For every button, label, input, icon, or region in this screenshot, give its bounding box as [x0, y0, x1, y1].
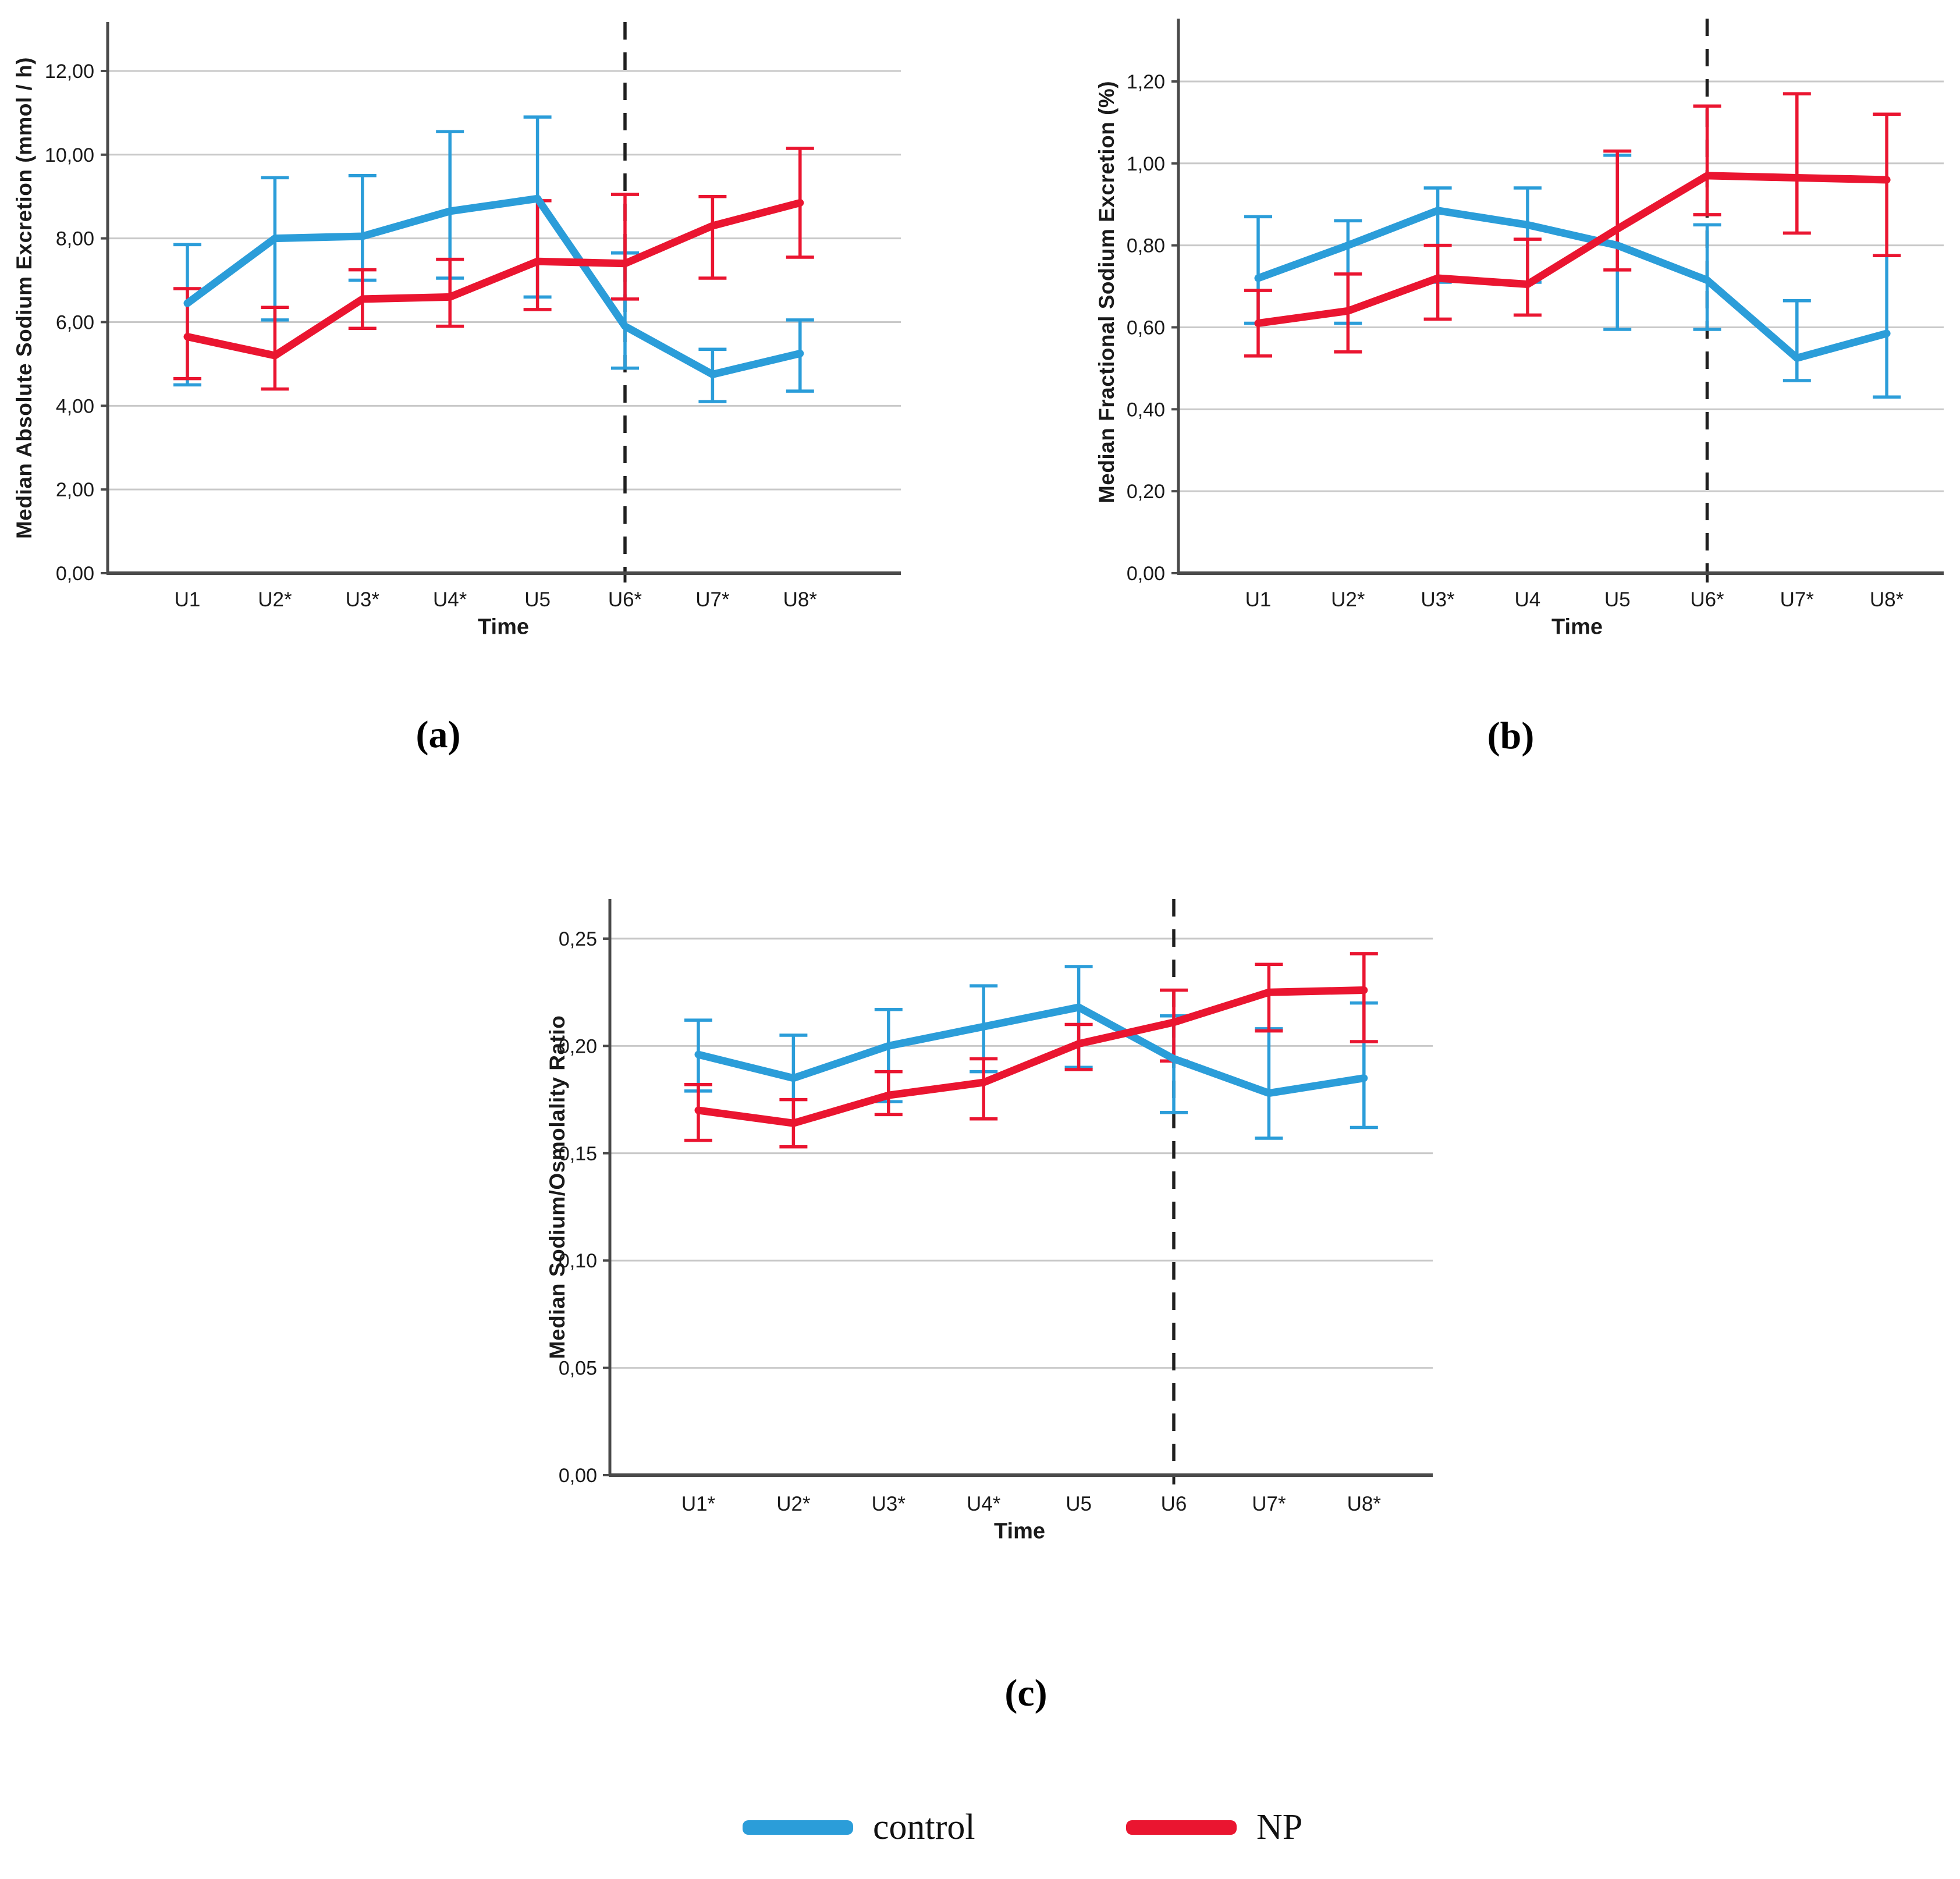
x-tick-label: U5	[524, 588, 551, 611]
y-tick-label: 0,10	[559, 1250, 597, 1272]
y-axis-title-c: Median Sodium/Osmolality Ratio	[545, 1015, 569, 1359]
y-tick-label: 1,20	[1127, 71, 1165, 93]
legend-item-np: NP	[1126, 1804, 1302, 1850]
x-tick-label: U2*	[776, 1493, 811, 1515]
x-tick-label: U3*	[346, 588, 380, 611]
y-tick-label: 0,15	[559, 1143, 597, 1165]
y-tick-label: 1,00	[1127, 153, 1165, 175]
y-axis-title-a: Median Absolute Sodium Excretion (mmol /…	[12, 56, 36, 539]
panel-label-c: (c)	[1004, 1672, 1048, 1714]
panel-label-b: (b)	[1487, 715, 1535, 757]
control-line	[694, 1003, 1368, 1097]
y-tick-label: 6,00	[56, 311, 94, 333]
y-tick-label: 12,00	[45, 61, 94, 83]
plot-area-a: 0,00 2,00 4,00 6,00 8,00 10,00 12,00 U1 U2* U3* U4…	[45, 22, 901, 611]
panel-label-a: (a)	[416, 713, 461, 756]
y-tick-label: 0,40	[1127, 399, 1165, 421]
y-tick-label: 0,00	[559, 1465, 597, 1487]
x-tick-label: U6	[1161, 1493, 1187, 1515]
x-tick-label: U8*	[1870, 588, 1904, 611]
y-axis-title-b: Median Fractional Sodium Excretion (%)	[1095, 80, 1119, 504]
np-line	[1254, 172, 1891, 327]
x-tick-label: U2*	[258, 588, 292, 611]
x-tick-label: U6*	[608, 588, 642, 611]
x-tick-label: U1*	[681, 1493, 716, 1515]
x-tick-label: U3*	[1421, 588, 1455, 611]
x-axis-title-b: Time	[1551, 615, 1603, 640]
y-tick-label: 0,20	[1127, 481, 1165, 503]
control-error-bars	[173, 115, 814, 403]
x-tick-label: U2*	[1331, 588, 1365, 611]
control-line-swatch	[743, 1820, 853, 1835]
np-line	[183, 199, 804, 360]
x-tick-label: U8*	[783, 588, 818, 611]
x-tick-label: U3*	[872, 1493, 906, 1515]
y-tick-label: 0,25	[559, 928, 597, 950]
y-tick-label: 0,00	[56, 563, 94, 585]
np-error-bars	[684, 952, 1378, 1149]
control-line	[183, 194, 804, 378]
control-line	[1254, 207, 1891, 362]
control-error-bars	[1244, 153, 1901, 399]
y-tick-label: 0,05	[559, 1358, 597, 1380]
x-tick-label: U5	[1066, 1493, 1092, 1515]
x-tick-label: U7*	[1780, 588, 1815, 611]
np-error-bars	[1244, 92, 1901, 358]
y-tick-label: 8,00	[56, 228, 94, 250]
np-line-swatch	[1126, 1820, 1237, 1835]
x-axis-title-a: Time	[477, 615, 530, 640]
x-tick-label: U7*	[1252, 1493, 1286, 1515]
x-tick-label: U1	[175, 588, 201, 611]
y-tick-label: 0,00	[1127, 563, 1165, 585]
y-tick-label: 0,80	[1127, 235, 1165, 257]
y-tick-label: 10,00	[45, 144, 94, 166]
legend-item-control: control	[743, 1804, 975, 1850]
x-tick-label: U6*	[1690, 588, 1724, 611]
x-tick-label: U5	[1604, 588, 1631, 611]
x-tick-label: U1	[1245, 588, 1272, 611]
x-tick-label: U4*	[433, 588, 467, 611]
x-tick-label: U8*	[1347, 1493, 1382, 1515]
x-axis-title-c: Time	[993, 1519, 1046, 1544]
legend-label-control: control	[873, 1807, 975, 1847]
y-tick-label: 0,20	[559, 1035, 597, 1057]
plot-area-b: 0,00 0,20 0,40 0,60 0,80 1,00 1,20 U1 U2* U3* U4 U5…	[1127, 19, 1944, 611]
plot-area-c: 0,00 0,05 0,10 0,15 0,20 0,25 U1* U2* U3* U4* U5 U6…	[559, 899, 1433, 1515]
x-tick-label: U4*	[967, 1493, 1001, 1515]
x-tick-label: U4	[1515, 588, 1541, 611]
y-tick-label: 4,00	[56, 395, 94, 417]
np-line	[694, 986, 1368, 1127]
legend-label-np: NP	[1256, 1807, 1303, 1847]
y-tick-label: 2,00	[56, 479, 94, 501]
x-tick-label: U7*	[695, 588, 730, 611]
y-tick-label: 0,60	[1127, 317, 1165, 339]
